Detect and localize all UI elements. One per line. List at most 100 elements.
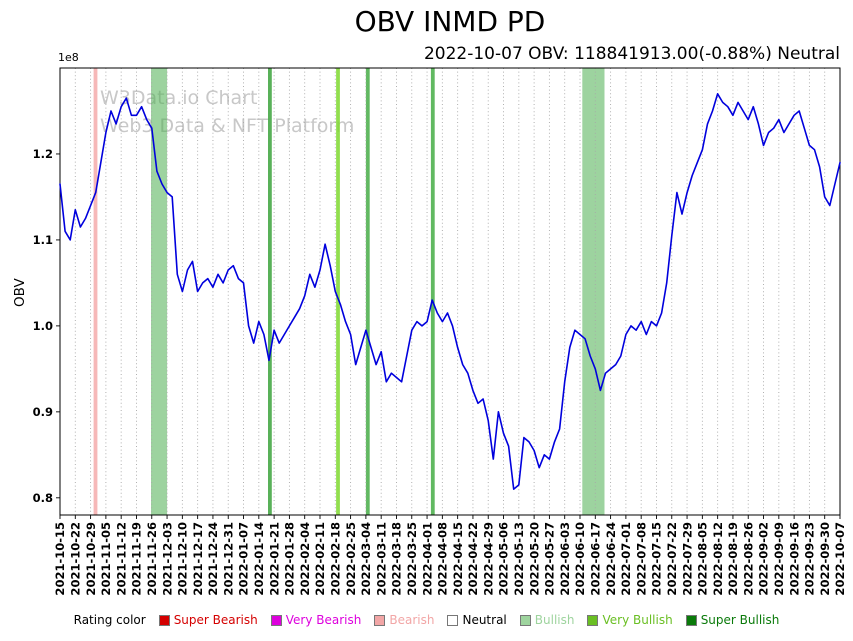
legend-label-very-bearish: Very Bearish: [285, 613, 362, 627]
x-tick-label: 2022-01-14: [252, 522, 266, 596]
x-tick-label: 2022-04-15: [451, 522, 465, 596]
legend-swatch-bullish: [519, 614, 531, 626]
x-tick-label: 2022-07-22: [665, 522, 679, 596]
legend-label-very-bullish: Very Bullish: [602, 613, 673, 627]
x-tick-label: 2022-01-28: [283, 522, 297, 596]
x-tick-label: 2021-11-19: [130, 522, 144, 596]
legend-item-bullish: Bullish: [519, 613, 575, 627]
x-tick-label: 2022-05-06: [497, 522, 511, 596]
x-tick-label: 2022-08-19: [726, 522, 740, 596]
x-tick-label: 2022-09-30: [818, 522, 832, 596]
plot-border: [59, 67, 841, 516]
y-tick-label: 1.0: [33, 319, 53, 333]
x-tick-label: 2022-02-11: [313, 522, 327, 596]
chart-subtitle: 2022-10-07 OBV: 118841913.00(-0.88%) Neu…: [423, 44, 840, 64]
x-tick-label: 2021-11-26: [145, 522, 159, 596]
legend-label-super-bullish: Super Bullish: [700, 613, 780, 627]
x-tick-label: 2022-04-22: [466, 522, 480, 596]
rating-band: [365, 68, 370, 515]
obv-line-layer: [59, 92, 841, 491]
x-tick-label: 2022-01-21: [267, 522, 281, 596]
obv-line: [59, 92, 841, 491]
legend-item-neutral: Neutral: [447, 613, 507, 627]
x-tick-label: 2021-12-10: [176, 522, 190, 596]
rating-legend-label: Rating color: [73, 613, 146, 627]
legend-label-bullish: Bullish: [534, 613, 575, 627]
x-tick-label: 2022-02-04: [298, 522, 312, 596]
x-tick-label: 2022-07-01: [619, 522, 633, 596]
x-tick-label: 2021-12-24: [206, 522, 220, 596]
x-tick-label: 2022-09-02: [757, 522, 771, 596]
y-tick-labels-layer: 0.8 0.9 1.0 1.1 1.2: [33, 147, 53, 505]
rating-band: [336, 68, 340, 515]
legend-label-super-bearish: Super Bearish: [173, 613, 258, 627]
rating-band: [582, 68, 605, 515]
x-tick-label: 2022-05-20: [527, 522, 541, 596]
legend-swatch-super-bearish: [158, 614, 170, 626]
x-tick-label: 2022-03-04: [359, 522, 373, 596]
chart-title: OBV INMD PD: [354, 5, 546, 38]
x-tick-label: 2022-06-03: [558, 522, 572, 596]
x-tick-label: 2022-01-07: [237, 522, 251, 596]
x-tick-label: 2022-09-16: [787, 522, 801, 596]
x-tick-label: 2022-03-11: [374, 522, 388, 596]
x-tick-label: 2022-07-08: [634, 522, 648, 596]
legend-item-very-bearish: Very Bearish: [270, 613, 362, 627]
x-tick-label: 2021-12-03: [160, 522, 174, 596]
legend-swatch-very-bearish: [270, 614, 282, 626]
legend-label-neutral: Neutral: [462, 613, 507, 627]
axis-ticks-layer: [56, 153, 841, 519]
x-tick-label: 2022-04-29: [481, 522, 495, 596]
rating-band: [268, 68, 272, 515]
legend-swatch-bearish: [374, 614, 386, 626]
x-tick-label: 2022-10-07: [833, 522, 847, 596]
x-tick-label: 2022-02-18: [328, 522, 342, 596]
rating-legend-items: Super Bearish Very Bearish Bearish Neutral B…: [158, 613, 780, 627]
x-tick-label: 2022-03-25: [405, 522, 419, 596]
x-tick-label: 2021-12-17: [191, 522, 205, 596]
x-tick-labels-layer: 2021-10-15 2021-10-22 2021-10-29 2021-11-05…: [53, 522, 847, 596]
legend-label-bearish: Bearish: [389, 613, 435, 627]
x-tick-label: 2022-05-13: [512, 522, 526, 596]
x-tick-label: 2022-07-29: [680, 522, 694, 596]
x-tick-label: 2022-08-12: [711, 522, 725, 596]
x-tick-label: 2022-09-23: [803, 522, 817, 596]
legend-swatch-neutral: [447, 614, 459, 626]
gridline-layer: [59, 68, 841, 515]
x-tick-label: 2022-08-05: [696, 522, 710, 596]
chart-plot: 0.80.91.01.11.2 2021-10-15 2021-10-22 2021…: [33, 67, 847, 596]
x-tick-label: 2022-08-26: [741, 522, 755, 596]
x-tick-label: 2022-04-08: [436, 522, 450, 596]
x-tick-label: 2021-11-12: [114, 522, 128, 596]
x-tick-label: 2022-05-27: [543, 522, 557, 596]
x-tick-label: 2022-07-15: [650, 522, 664, 596]
x-tick-label: 2021-10-22: [68, 522, 82, 596]
legend-item-super-bearish: Super Bearish: [158, 613, 258, 627]
x-tick-label: 2022-04-01: [420, 522, 434, 596]
rating-band: [93, 68, 98, 515]
legend-item-super-bullish: Super Bullish: [685, 613, 780, 627]
y-tick-label: 0.9: [33, 405, 53, 419]
x-tick-label: 2021-10-15: [53, 522, 67, 596]
legend-item-very-bullish: Very Bullish: [587, 613, 673, 627]
rating-legend: Rating color Super Bearish Very Bearish Be…: [0, 613, 853, 627]
x-tick-label: 2022-06-17: [588, 522, 602, 596]
y-tick-label: 1.1: [33, 233, 53, 247]
x-tick-label: 2021-11-05: [99, 522, 113, 596]
y-axis-offset-label: 1e8: [58, 51, 79, 64]
x-tick-label: 2022-06-10: [573, 522, 587, 596]
x-tick-label: 2021-10-29: [84, 522, 98, 596]
legend-swatch-super-bullish: [685, 614, 697, 626]
rating-band: [151, 68, 168, 515]
y-tick-label: 0.8: [33, 491, 53, 505]
x-tick-label: 2021-12-31: [221, 522, 235, 596]
x-tick-label: 2022-03-18: [390, 522, 404, 596]
rating-bands-layer: [93, 68, 605, 515]
rating-band: [430, 68, 435, 515]
x-tick-label: 2022-09-09: [772, 522, 786, 596]
y-tick-label: 1.2: [33, 147, 53, 161]
x-tick-label: 2022-06-24: [604, 522, 618, 596]
plot-border-layer: [59, 67, 841, 516]
legend-item-bearish: Bearish: [374, 613, 434, 627]
